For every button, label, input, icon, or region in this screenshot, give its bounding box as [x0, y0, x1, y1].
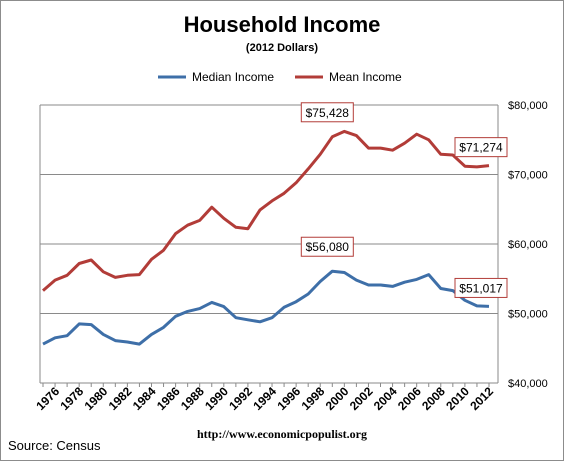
x-tick-label: 1988: [178, 384, 207, 413]
y-tick-label: $70,000: [508, 170, 548, 182]
source-note: Source: Census: [8, 438, 101, 453]
chart-title: Household Income: [183, 12, 381, 37]
x-tick-label: 2012: [467, 384, 496, 413]
legend-label: Median Income: [192, 70, 274, 84]
data-callout-box: [454, 137, 508, 158]
legend-label: Mean Income: [329, 70, 402, 84]
x-tick-label: 1986: [154, 384, 183, 413]
x-tick-label: 1984: [130, 384, 159, 413]
x-tick-label: 1998: [299, 384, 328, 413]
y-tick-label: $60,000: [508, 239, 548, 251]
y-tick-label: $80,000: [508, 100, 548, 112]
x-tick-label: 2008: [419, 384, 448, 413]
x-tick-label: 1976: [33, 384, 62, 413]
series-line-mean-income: [42, 129, 490, 292]
x-tick-label: 1994: [250, 384, 279, 413]
x-tick-label: 2000: [323, 384, 352, 413]
x-tick-label: 2004: [371, 384, 400, 413]
y-tick-label: $40,000: [508, 378, 548, 390]
y-tick-label: $50,000: [508, 309, 548, 321]
x-tick-label: 2006: [395, 384, 424, 413]
x-tick-label: 1996: [274, 384, 303, 413]
x-tick-label: 1990: [202, 384, 231, 413]
data-callout-label: $51,017: [459, 281, 503, 295]
x-tick-label: 1980: [82, 384, 111, 413]
data-callout-label: $71,274: [459, 141, 503, 155]
data-callout-box: [300, 102, 354, 123]
chart-subtitle: (2012 Dollars): [245, 42, 319, 54]
x-tick-label: 2002: [347, 384, 376, 413]
x-tick-label: 1992: [226, 384, 255, 413]
data-callout-box: [300, 236, 354, 257]
source-url: http://www.economicpopulist.org: [196, 427, 367, 441]
data-callout-box: [454, 277, 508, 298]
x-tick-label: 1982: [106, 384, 135, 413]
data-callout-label: $56,080: [306, 240, 350, 254]
x-tick-label: 2010: [443, 384, 472, 413]
series-line-median-income: [42, 269, 490, 346]
x-tick-label: 1978: [58, 384, 87, 413]
data-callout-label: $75,428: [306, 106, 350, 120]
